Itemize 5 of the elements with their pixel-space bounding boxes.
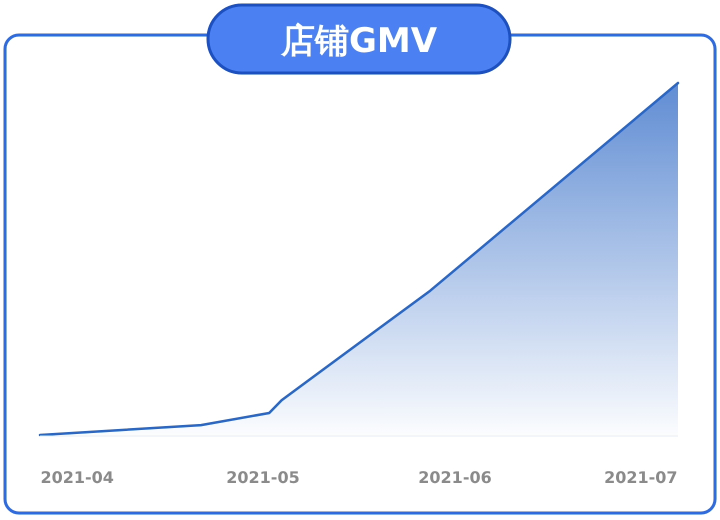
chart-title: 店铺GMV xyxy=(280,21,438,61)
x-tick-label: 2021-06 xyxy=(418,468,492,487)
x-tick-label: 2021-04 xyxy=(40,468,114,487)
x-tick-label: 2021-07 xyxy=(604,468,678,487)
x-tick-label: 2021-05 xyxy=(226,468,300,487)
